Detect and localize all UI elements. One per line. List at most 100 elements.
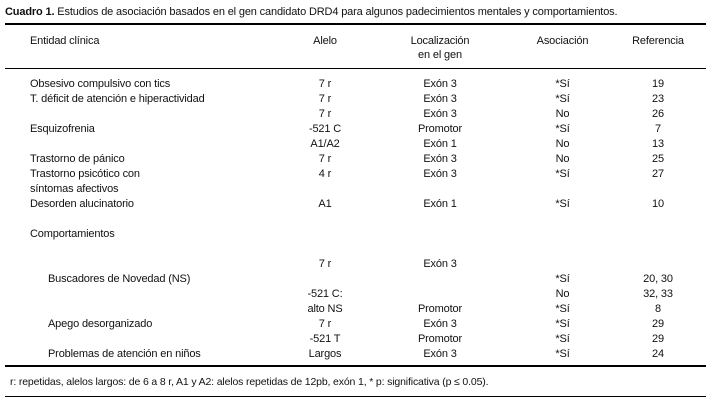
cell-entity: Trastorno de pánico (30, 153, 125, 165)
cell-location: Exón 1 (423, 198, 457, 210)
cell-entity: T. déficit de atención e hiperactividad (30, 93, 205, 105)
table-row: -521 T Promotor *Sí 29 (5, 332, 706, 347)
cell-reference (615, 182, 701, 197)
cell-reference: 29 (652, 333, 664, 345)
cell-entity: Obsesivo compulsivo con tics (30, 78, 171, 90)
cell-location: Exón 3 (423, 348, 457, 360)
cell-allele: 7 r (318, 258, 332, 270)
cell-allele: A1/A2 (310, 138, 340, 150)
cell-reference: 26 (652, 108, 664, 120)
cell-entity (5, 107, 280, 122)
cell-reference (615, 257, 701, 272)
table-header-row: Entidad clínica Alelo Localización en el… (5, 25, 706, 69)
cell-location: Exón 3 (423, 93, 457, 105)
cell-allele: 7 r (318, 108, 332, 120)
table-row: Obsesivo compulsivo con tics 7 r Exón 3 *Sí… (5, 77, 706, 92)
cell-entity (5, 287, 280, 302)
cell-association (510, 182, 615, 197)
cell-association: *Sí (555, 93, 570, 105)
cell-location: Exón 3 (423, 258, 457, 270)
table-row: Trastorno psicótico con 4 r Exón 3 *Sí 27 (5, 167, 706, 182)
cell-association: *Sí (555, 123, 570, 135)
cell-entity: Trastorno psicótico con (30, 168, 140, 180)
cell-entity (5, 302, 280, 317)
cell-allele: -521 T (309, 333, 341, 345)
cell-entity (5, 137, 280, 152)
cell-allele: Largos (308, 348, 342, 360)
cell-association: *Sí (555, 168, 570, 180)
column-header-entity: Entidad clínica (30, 35, 100, 47)
cell-location: Exón 1 (423, 138, 457, 150)
table-row: A1/A2 Exón 1 No 13 (5, 137, 706, 152)
cell-location: Exón 3 (423, 318, 457, 330)
cell-reference: 23 (652, 93, 664, 105)
column-header-reference: Referencia (632, 35, 684, 47)
cell-location (370, 182, 510, 197)
table-row: Trastorno de pánico 7 r Exón 3 No 25 (5, 152, 706, 167)
table-row: T. déficit de atención e hiperactividad 7… (5, 92, 706, 107)
cell-allele: alto NS (307, 303, 343, 315)
cell-reference: 8 (655, 303, 661, 315)
cell-reference: 29 (652, 318, 664, 330)
column-header-association: Asociación (536, 35, 589, 47)
table-row: Esquizofrenia -521 C Promotor *Sí 7 (5, 122, 706, 137)
cell-allele: -521 C: (307, 288, 343, 300)
cell-entity: síntomas afectivos (30, 183, 119, 195)
cell-allele: 7 r (318, 78, 332, 90)
table-caption: Cuadro 1. Estudios de asociación basados… (5, 6, 706, 25)
cell-association: *Sí (555, 303, 570, 315)
cell-association: No (555, 288, 570, 300)
table-row: -521 C: No 32, 33 (5, 287, 706, 302)
table-row: alto NS Promotor *Sí 8 (5, 302, 706, 317)
cell-entity (5, 257, 280, 272)
cell-reference: 32, 33 (643, 288, 673, 300)
table-bottom-rule (5, 365, 706, 367)
cell-association: *Sí (555, 78, 570, 90)
cell-location: Exón 3 (423, 78, 457, 90)
cell-location: Exón 3 (423, 153, 457, 165)
table-row: Apego desorganizado 7 r Exón 3 *Sí 29 (5, 317, 706, 332)
cell-association: *Sí (555, 318, 570, 330)
table-footnote: r: repetidas, alelos largos: de 6 a 8 r,… (5, 367, 706, 397)
cell-association: No (555, 108, 570, 120)
cell-allele: -521 C (308, 123, 342, 135)
column-header-location: Localización en el gen (410, 35, 470, 61)
table-row: Buscadores de Novedad (NS) *Sí 20, 30 (5, 272, 706, 287)
caption-text: Estudios de asociación basados en el gen… (54, 6, 618, 18)
cell-association (510, 257, 615, 272)
table-row: síntomas afectivos (5, 182, 706, 197)
cell-association: *Sí (555, 198, 570, 210)
cell-entity: Esquizofrenia (30, 123, 95, 135)
cell-entity: Desorden alucinatorio (30, 198, 134, 210)
cell-allele: 7 r (318, 318, 332, 330)
cell-allele: 7 r (318, 93, 332, 105)
cell-entity: Buscadores de Novedad (NS) (48, 273, 191, 285)
cell-location: Promotor (417, 333, 463, 345)
cell-reference: 10 (652, 198, 664, 210)
table-body: Obsesivo compulsivo con tics 7 r Exón 3 *Sí… (0, 69, 711, 362)
cell-allele: 7 r (318, 153, 332, 165)
column-header-allele: Alelo (313, 35, 337, 47)
cell-association: *Sí (555, 348, 570, 360)
cell-reference: 7 (655, 123, 661, 135)
cell-entity: Problemas de atención en niños (48, 348, 201, 360)
table-row: 7 r Exón 3 No 26 (5, 107, 706, 122)
table-row: Desorden alucinatorio A1 Exón 1 *Sí 10 (5, 197, 706, 212)
cell-reference: 13 (652, 138, 664, 150)
cell-location (370, 287, 510, 302)
cell-reference: 24 (652, 348, 664, 360)
cell-reference: 25 (652, 153, 664, 165)
cell-association: No (555, 138, 570, 150)
cell-allele (280, 182, 370, 197)
table-row: 7 r Exón 3 (5, 257, 706, 272)
cell-entity: Apego desorganizado (48, 318, 153, 330)
cell-association: *Sí (555, 333, 570, 345)
cell-association: No (555, 153, 570, 165)
cell-reference: 19 (652, 78, 664, 90)
cell-reference: 27 (652, 168, 664, 180)
cell-association: *Sí (555, 273, 570, 285)
cell-location: Promotor (417, 303, 463, 315)
caption-number: Cuadro 1. (5, 6, 55, 18)
cell-entity (5, 332, 280, 347)
